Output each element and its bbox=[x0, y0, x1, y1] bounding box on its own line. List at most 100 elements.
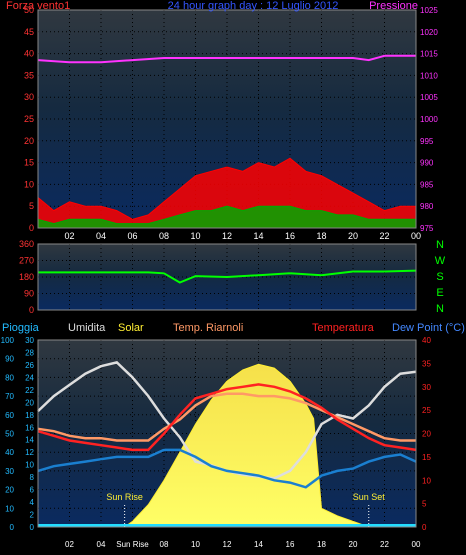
temperature-tick-label: 0 bbox=[422, 523, 427, 532]
wind-tick-label: 25 bbox=[24, 114, 34, 124]
wind-tick-label: 20 bbox=[24, 136, 34, 146]
pressure-tick-label: 1020 bbox=[420, 28, 438, 37]
x-tick-label: 14 bbox=[253, 231, 263, 241]
compass-label: W bbox=[435, 255, 446, 267]
x-tick-label: 12 bbox=[222, 231, 232, 241]
percent-tick-label: 70 bbox=[5, 392, 14, 401]
percent-tick-label: 60 bbox=[5, 411, 14, 420]
rain-temp-frame bbox=[37, 339, 417, 528]
temperature-tick-label: 10 bbox=[422, 476, 431, 485]
x-tick-label: 02 bbox=[65, 540, 74, 549]
percent-tick-label: 50 bbox=[5, 430, 14, 439]
temperature-tick-label: 15 bbox=[422, 453, 431, 462]
pressure-tick-label: 975 bbox=[420, 224, 434, 233]
rain-tick-label: 30 bbox=[25, 336, 34, 345]
legend-entry: Solar bbox=[118, 322, 144, 334]
rain-tick-label: 4 bbox=[30, 498, 35, 507]
pressure-tick-label: 995 bbox=[420, 137, 434, 146]
rain-tick-label: 28 bbox=[25, 348, 34, 357]
x-tick-label: 04 bbox=[96, 231, 106, 241]
temperature-tick-label: 25 bbox=[422, 406, 431, 415]
temperature-tick-label: 20 bbox=[422, 430, 431, 439]
compass-label: N bbox=[436, 239, 444, 251]
series-pressione-line bbox=[37, 54, 416, 64]
series-direction-line bbox=[38, 269, 417, 284]
x-tick-label: 10 bbox=[190, 231, 200, 241]
direction-tick-label: 270 bbox=[19, 256, 34, 266]
pressure-tick-label: 1005 bbox=[420, 93, 438, 102]
x-tick-label: 22 bbox=[379, 231, 389, 241]
x-tick-label: 12 bbox=[223, 540, 232, 549]
x-tick-label: 00 bbox=[411, 231, 421, 241]
percent-tick-label: 40 bbox=[5, 448, 14, 457]
direction-tick-label: 360 bbox=[19, 239, 34, 249]
percent-tick-label: 20 bbox=[5, 486, 14, 495]
pressure-tick-label: 985 bbox=[420, 180, 434, 189]
x-tick-label: 06 bbox=[127, 231, 137, 241]
x-tick-label: 16 bbox=[286, 540, 295, 549]
chart-title: 24 hour graph day : 12 Luglio 2012 bbox=[168, 0, 339, 12]
x-tick-label: 20 bbox=[349, 540, 358, 549]
x-tick-label: 14 bbox=[254, 540, 263, 549]
series-temp-riarnoli-line bbox=[37, 392, 416, 442]
x-tick-label: 08 bbox=[160, 540, 169, 549]
pressure-tick-label: 980 bbox=[420, 202, 434, 211]
legend-entry: Pioggia bbox=[2, 322, 40, 334]
x-tick-label: 00 bbox=[412, 540, 421, 549]
wind-tick-label: 15 bbox=[24, 158, 34, 168]
rain-tick-label: 2 bbox=[30, 511, 35, 520]
rain-tick-label: 26 bbox=[25, 361, 34, 370]
rain-tick-label: 10 bbox=[25, 461, 34, 470]
percent-tick-label: 90 bbox=[5, 355, 14, 364]
rain-tick-label: 12 bbox=[25, 448, 34, 457]
rain-tick-label: 18 bbox=[25, 411, 34, 420]
rain-tick-label: 6 bbox=[30, 486, 35, 495]
legend-entry: Temp. Riarnoli bbox=[173, 322, 243, 334]
pressure-tick-label: 1025 bbox=[420, 6, 438, 15]
wind-tick-label: 30 bbox=[24, 92, 34, 102]
series-temperatura-line bbox=[37, 383, 417, 452]
compass-label: S bbox=[436, 271, 443, 283]
x-tick-label: 04 bbox=[97, 540, 106, 549]
temperature-tick-label: 35 bbox=[422, 359, 431, 368]
percent-tick-label: 0 bbox=[10, 523, 15, 532]
rain-tick-label: 20 bbox=[25, 398, 34, 407]
wind-tick-label: 0 bbox=[29, 223, 34, 233]
wind-tick-label: 35 bbox=[24, 70, 34, 80]
x-tick-label: 16 bbox=[285, 231, 295, 241]
compass-label: N bbox=[436, 303, 444, 315]
x-tick-label: 18 bbox=[316, 231, 326, 241]
rain-tick-label: 8 bbox=[30, 473, 35, 482]
x-tick-label: 08 bbox=[159, 231, 169, 241]
compass-label: E bbox=[436, 287, 443, 299]
series-pioggia-baseline bbox=[38, 524, 416, 527]
x-tick-label: Sun Rise bbox=[116, 540, 149, 549]
x-tick-label: 20 bbox=[348, 231, 358, 241]
legend-entry: Umidita bbox=[68, 322, 106, 334]
percent-tick-label: 10 bbox=[5, 504, 14, 513]
pressure-axis-label: Pressione bbox=[369, 0, 418, 12]
wind-direction-frame bbox=[37, 243, 417, 311]
legend-entry: Dew Point (°C) bbox=[392, 322, 465, 334]
wind-tick-label: 5 bbox=[29, 201, 34, 211]
sun-event-label: Sun Set bbox=[353, 492, 386, 502]
direction-tick-label: 0 bbox=[29, 305, 34, 315]
pressure-tick-label: 1000 bbox=[420, 115, 438, 124]
direction-tick-label: 90 bbox=[24, 289, 34, 299]
pressure-tick-label: 990 bbox=[420, 159, 434, 168]
percent-tick-label: 80 bbox=[5, 373, 14, 382]
series-dew-point-line bbox=[37, 448, 417, 489]
direction-tick-label: 180 bbox=[19, 272, 34, 282]
pressure-tick-label: 1010 bbox=[420, 71, 438, 80]
rain-tick-label: 0 bbox=[30, 523, 35, 532]
rain-tick-label: 14 bbox=[25, 436, 34, 445]
x-tick-label: 18 bbox=[317, 540, 326, 549]
temperature-tick-label: 40 bbox=[422, 336, 431, 345]
rain-tick-label: 22 bbox=[25, 386, 34, 395]
series-media-area bbox=[37, 205, 417, 229]
rain-tick-label: 16 bbox=[25, 423, 34, 432]
pressure-tick-label: 1015 bbox=[420, 50, 438, 59]
temperature-tick-label: 5 bbox=[422, 500, 427, 509]
